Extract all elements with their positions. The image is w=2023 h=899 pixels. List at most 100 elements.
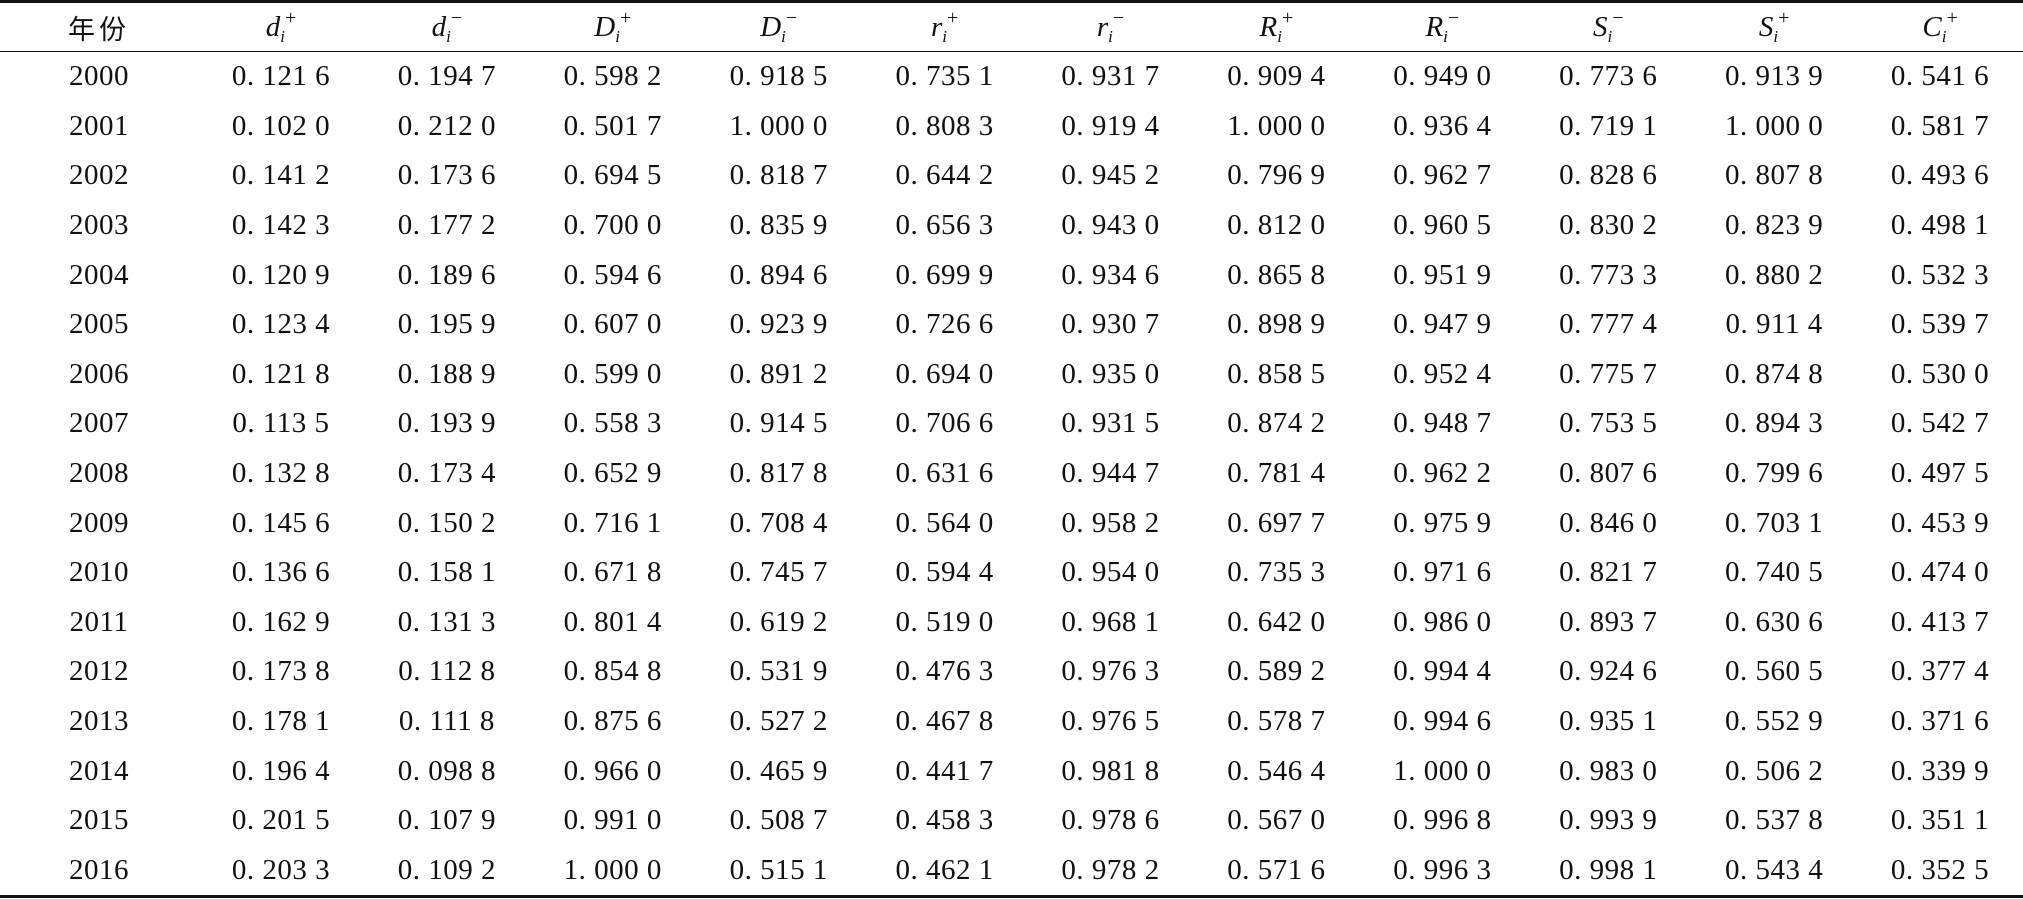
value-cell: 0. 745 7 xyxy=(729,556,828,589)
value-cell: 0. 996 8 xyxy=(1393,804,1492,837)
value-cell: 0. 631 6 xyxy=(895,457,994,490)
value-cell: 0. 109 2 xyxy=(363,845,530,899)
header-col: Si− xyxy=(1525,0,1692,52)
value-cell: 0. 807 6 xyxy=(1559,457,1658,490)
value-cell: 0. 796 9 xyxy=(1227,159,1326,192)
header-col: ri+ xyxy=(861,0,1028,52)
value-cell: 0. 193 9 xyxy=(397,407,496,440)
header-superscript: − xyxy=(785,7,798,29)
value-cell: 0. 594 6 xyxy=(563,258,662,291)
value-cell: 0. 599 0 xyxy=(563,357,662,390)
table-row: 2008 0. 132 8 0. 173 4 0. 652 9 0. 817 8 0. 6… xyxy=(0,449,2023,499)
value-cell: 0. 203 3 xyxy=(198,845,364,899)
year-cell: 2005 xyxy=(69,308,129,341)
value-cell: 0. 195 9 xyxy=(397,308,496,341)
value-cell: 0. 993 9 xyxy=(1559,804,1658,837)
value-cell: 0. 830 2 xyxy=(1559,209,1658,242)
header-subscript: i xyxy=(1607,27,1613,46)
year-cell: 2007 xyxy=(69,407,129,440)
value-cell: 0. 976 5 xyxy=(1061,705,1160,738)
value-cell: 0. 726 6 xyxy=(895,308,994,341)
value-cell: 0. 875 6 xyxy=(563,705,662,738)
value-cell: 0. 201 5 xyxy=(231,804,331,837)
value-cell: 0. 458 3 xyxy=(895,804,994,837)
value-cell: 0. 498 1 xyxy=(1890,209,1990,242)
value-cell: 0. 960 5 xyxy=(1393,209,1492,242)
header-col: di+ xyxy=(198,0,364,52)
value-cell: 0. 700 0 xyxy=(563,209,662,242)
value-cell: 0. 107 9 xyxy=(397,804,496,837)
year-cell: 2004 xyxy=(69,258,129,291)
value-cell: 0. 145 6 xyxy=(231,506,331,539)
value-cell: 0. 703 1 xyxy=(1725,506,1824,539)
value-cell: 0. 858 5 xyxy=(1227,357,1326,390)
value-cell: 0. 352 5 xyxy=(1857,845,2023,899)
value-cell: 0. 465 9 xyxy=(729,754,828,787)
table-row: 2004 0. 120 9 0. 189 6 0. 594 6 0. 894 6 0. 6… xyxy=(0,250,2023,300)
value-cell: 0. 777 4 xyxy=(1559,308,1658,341)
value-cell: 0. 462 1 xyxy=(861,845,1028,899)
value-cell: 0. 132 8 xyxy=(231,457,331,490)
value-cell: 0. 339 9 xyxy=(1890,754,1990,787)
header-superscript: + xyxy=(946,7,959,29)
value-cell: 0. 986 0 xyxy=(1393,605,1492,638)
value-cell: 0. 951 9 xyxy=(1393,258,1492,291)
header-symbol: S xyxy=(1592,11,1608,43)
value-cell: 0. 708 4 xyxy=(729,506,828,539)
value-cell: 0. 808 3 xyxy=(895,109,994,142)
value-cell: 0. 476 3 xyxy=(895,655,994,688)
value-cell: 0. 630 6 xyxy=(1725,605,1824,638)
value-cell: 0. 935 0 xyxy=(1061,357,1160,390)
value-cell: 1. 000 0 xyxy=(529,845,696,899)
table-row: 2007 0. 113 5 0. 193 9 0. 558 3 0. 914 5 0. 7… xyxy=(0,399,2023,449)
table-row: 2002 0. 141 2 0. 173 6 0. 694 5 0. 818 7 0. 6… xyxy=(0,151,2023,201)
table-header: 年份 di+ di− Di+ Di− ri+ ri− Ri+ Ri− Si− Si+ Ci+ xyxy=(0,0,2023,52)
value-cell: 0. 958 2 xyxy=(1061,506,1160,539)
table-row: 2013 0. 178 1 0. 111 8 0. 875 6 0. 527 2 0. 4… xyxy=(0,697,2023,747)
value-cell: 0. 113 5 xyxy=(232,407,330,440)
value-cell: 0. 931 5 xyxy=(1061,407,1160,440)
value-cell: 0. 142 3 xyxy=(231,209,331,242)
value-cell: 0. 919 4 xyxy=(1061,109,1160,142)
header-col: Di− xyxy=(695,0,862,52)
header-symbol: S xyxy=(1758,11,1774,43)
value-cell: 0. 196 4 xyxy=(231,754,331,787)
value-cell: 0. 966 0 xyxy=(563,754,662,787)
value-cell: 0. 812 0 xyxy=(1227,209,1326,242)
value-cell: 0. 823 9 xyxy=(1725,209,1824,242)
table-row: 2016 0. 203 3 0. 109 2 1. 000 0 0. 515 1 0. 4… xyxy=(0,845,2023,899)
value-cell: 0. 945 2 xyxy=(1061,159,1160,192)
value-cell: 0. 539 7 xyxy=(1890,308,1990,341)
value-cell: 0. 936 4 xyxy=(1393,109,1492,142)
year-cell: 2009 xyxy=(69,506,129,539)
value-cell: 1. 000 0 xyxy=(729,109,828,142)
value-cell: 0. 949 0 xyxy=(1393,60,1492,93)
table-row: 2011 0. 162 9 0. 131 3 0. 801 4 0. 619 2 0. 5… xyxy=(0,598,2023,648)
value-cell: 0. 801 4 xyxy=(563,605,662,638)
value-cell: 0. 874 2 xyxy=(1227,407,1326,440)
value-cell: 0. 699 9 xyxy=(895,258,994,291)
header-superscript: − xyxy=(1612,7,1624,29)
header-col: ri− xyxy=(1027,0,1194,52)
value-cell: 0. 546 4 xyxy=(1227,754,1326,787)
year-cell: 2010 xyxy=(69,556,129,589)
value-cell: 0. 371 6 xyxy=(1890,705,1990,738)
table-row: 2010 0. 136 6 0. 158 1 0. 671 8 0. 745 7 0. 5… xyxy=(0,548,2023,598)
value-cell: 0. 968 1 xyxy=(1061,605,1160,638)
value-cell: 0. 924 6 xyxy=(1559,655,1658,688)
value-cell: 0. 194 7 xyxy=(397,60,496,93)
value-cell: 1. 000 0 xyxy=(1393,754,1492,787)
value-cell: 0. 578 7 xyxy=(1227,705,1326,738)
value-cell: 1. 000 0 xyxy=(1725,109,1824,142)
value-cell: 0. 753 5 xyxy=(1559,407,1658,440)
header-subscript: i xyxy=(615,27,620,46)
header-superscript: + xyxy=(1778,7,1790,29)
header-subscript: i xyxy=(1443,27,1448,46)
header-col: Ri− xyxy=(1359,0,1526,52)
value-cell: 0. 497 5 xyxy=(1890,457,1990,490)
value-cell: 0. 994 6 xyxy=(1393,705,1492,738)
value-cell: 0. 515 1 xyxy=(695,845,862,899)
value-cell: 0. 918 5 xyxy=(729,60,828,93)
value-cell: 0. 998 1 xyxy=(1525,845,1692,899)
